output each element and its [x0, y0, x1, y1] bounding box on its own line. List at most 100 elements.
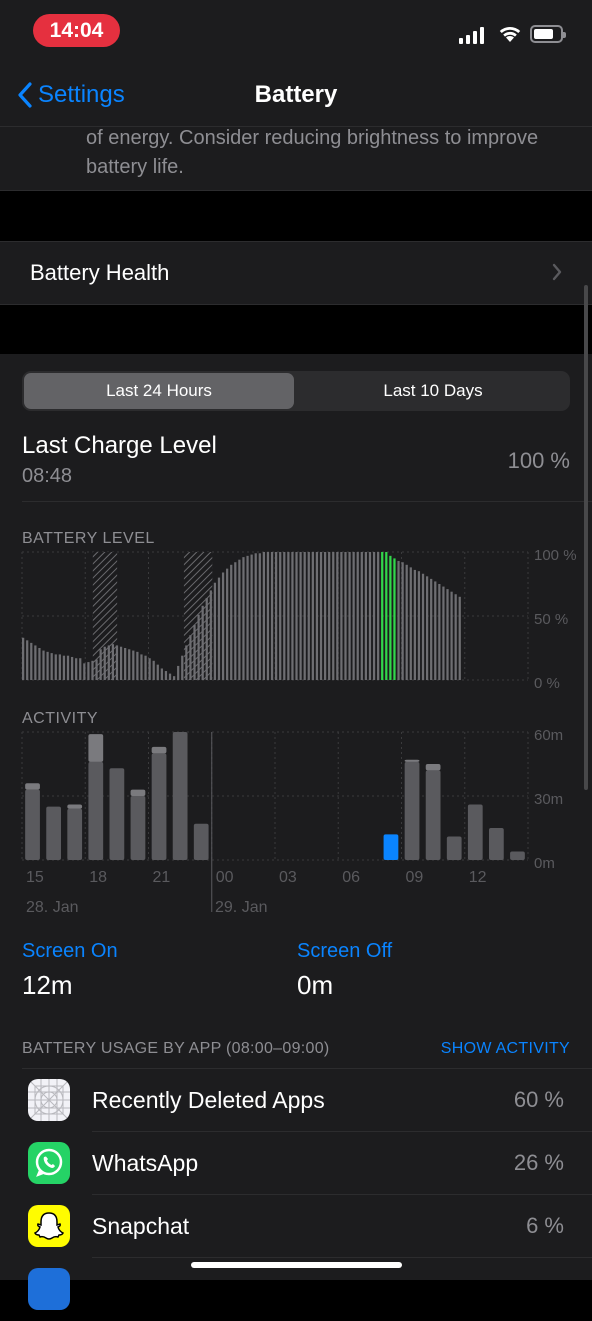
- level-bar: [270, 552, 274, 680]
- level-bar: [397, 560, 400, 680]
- page-title: Battery: [254, 81, 338, 108]
- level-bar: [209, 590, 212, 680]
- activity-bar-on: [130, 796, 146, 860]
- status-time[interactable]: 14:04: [33, 14, 120, 47]
- level-bar: [213, 582, 217, 680]
- activity-xtick: 03: [279, 869, 297, 886]
- app-name: Recently Deleted Apps: [92, 1087, 325, 1113]
- level-bar: [91, 660, 94, 680]
- act-ytick-0: 0m: [534, 855, 555, 872]
- level-bar: [79, 658, 82, 680]
- level-bar: [83, 663, 86, 680]
- activity-chart[interactable]: 60m 30m 0m 15 18 21 00 03 06 09 12 28. Jan 29. …: [0, 730, 592, 920]
- last-charge-label: Last Charge Level: [22, 432, 217, 459]
- level-bar: [279, 552, 282, 680]
- divider: [22, 1068, 592, 1069]
- activity-bar-on: [383, 834, 399, 860]
- level-bar: [34, 645, 37, 680]
- activity-bar-on: [425, 770, 441, 860]
- level-bar: [266, 552, 270, 680]
- level-bar: [258, 553, 261, 680]
- level-bar: [111, 644, 115, 680]
- app-percent: 6 %: [526, 1213, 564, 1238]
- act-ytick-60: 60m: [534, 730, 563, 744]
- level-bar: [299, 552, 302, 680]
- battery-health-row[interactable]: Battery Health: [0, 241, 592, 305]
- level-bar: [132, 650, 135, 680]
- show-activity-button[interactable]: SHOW ACTIVITY: [440, 1040, 570, 1057]
- app-percent: 26 %: [513, 1150, 564, 1175]
- level-bar: [254, 553, 257, 680]
- battery-level-chart[interactable]: 100 % 50 % 0 %: [0, 550, 592, 700]
- level-bar: [389, 555, 392, 680]
- level-bar: [124, 648, 127, 680]
- level-bar: [352, 552, 355, 680]
- level-ytick-50: 50 %: [534, 611, 568, 628]
- back-button[interactable]: Settings: [18, 78, 125, 112]
- level-bar: [38, 648, 41, 680]
- level-bar: [242, 557, 245, 680]
- level-bar: [250, 554, 253, 680]
- level-bar: [442, 586, 445, 680]
- level-bar: [201, 605, 204, 680]
- level-bar: [75, 658, 78, 680]
- level-bar: [168, 673, 172, 680]
- level-bar: [177, 665, 180, 680]
- last-charge-value: 100 %: [507, 448, 570, 473]
- level-bar: [450, 591, 453, 680]
- segment-last-10-days[interactable]: Last 10 Days: [383, 381, 483, 400]
- level-bar: [136, 651, 139, 680]
- activity-xtick: 09: [406, 869, 424, 886]
- level-bar: [332, 552, 335, 680]
- screen-off-label: Screen Off: [297, 940, 393, 962]
- activity-xtick: 06: [342, 869, 360, 886]
- battery-health-label: Battery Health: [30, 260, 170, 285]
- level-bar: [119, 646, 123, 680]
- screen-off-value: 0m: [297, 970, 334, 1000]
- level-bar: [95, 659, 98, 680]
- level-bar: [107, 645, 110, 680]
- level-bar: [58, 654, 61, 680]
- level-bar: [283, 552, 286, 680]
- app-row-recently-deleted[interactable]: Recently Deleted Apps 60 %: [0, 1069, 592, 1132]
- act-ytick-30: 30m: [534, 791, 563, 808]
- level-bar: [413, 569, 416, 680]
- app-row-whatsapp[interactable]: WhatsApp 26 %: [0, 1132, 592, 1195]
- suggestion-text: of energy. Consider reducing brightness …: [86, 127, 539, 178]
- scrollbar[interactable]: [584, 285, 588, 790]
- battery-level-label: BATTERY LEVEL: [22, 530, 155, 547]
- app-row-snapchat[interactable]: Snapchat 6 %: [0, 1195, 592, 1258]
- activity-xtick: 15: [26, 869, 44, 886]
- activity-bar-off: [130, 789, 146, 796]
- battery-usage-panel: Last 24 Hours Last 10 Days Last Charge L…: [0, 354, 592, 1310]
- activity-bar-off: [425, 764, 441, 771]
- home-indicator[interactable]: [191, 1262, 402, 1268]
- activity-xtick: 18: [89, 869, 107, 886]
- chevron-left-icon: [18, 82, 32, 108]
- level-bar: [458, 596, 461, 680]
- level-bar: [262, 552, 265, 680]
- level-bar: [287, 552, 290, 680]
- activity-bar-on: [109, 768, 125, 860]
- level-bar: [393, 558, 396, 680]
- level-bar: [454, 594, 457, 680]
- activity-xtick: 12: [469, 869, 487, 886]
- activity-bar-off: [88, 734, 104, 762]
- date-label-29-jan: 29. Jan: [215, 899, 267, 916]
- segment-last-24-hours[interactable]: Last 24 Hours: [24, 373, 294, 409]
- level-bar: [103, 646, 106, 680]
- level-bar: [275, 552, 278, 680]
- level-bar: [230, 564, 233, 680]
- whatsapp-icon: [28, 1142, 70, 1184]
- time-range-segmented-control: Last 24 Hours Last 10 Days: [22, 371, 570, 411]
- level-bar: [185, 645, 188, 680]
- level-bar: [438, 584, 441, 680]
- date-label-28-jan: 28. Jan: [26, 899, 78, 916]
- app-name: WhatsApp: [92, 1150, 199, 1176]
- level-bar: [238, 559, 241, 680]
- level-bar: [364, 552, 368, 680]
- level-bar: [421, 573, 425, 680]
- level-bar: [70, 656, 74, 680]
- level-bar: [144, 655, 147, 680]
- level-bar: [409, 567, 412, 680]
